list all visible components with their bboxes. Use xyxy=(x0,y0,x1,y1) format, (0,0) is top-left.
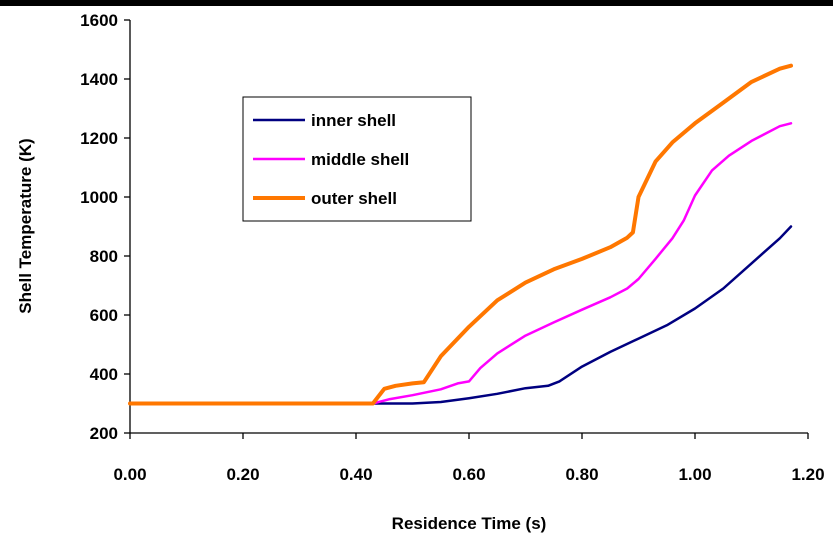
x-tick-label: 1.20 xyxy=(791,465,824,484)
x-tick-label: 0.60 xyxy=(452,465,485,484)
y-tick-label: 1600 xyxy=(80,11,118,30)
series-layer xyxy=(128,63,793,406)
legend-label-inner-shell: inner shell xyxy=(311,111,396,130)
top-border xyxy=(0,0,833,6)
x-axis-title: Residence Time (s) xyxy=(392,514,547,533)
y-tick-label: 600 xyxy=(90,306,118,325)
axis-ticks: 200 400 600 800 1000 1200 1400 1600 0.00 0.20 0.40… xyxy=(80,11,824,484)
y-tick-label: 800 xyxy=(90,247,118,266)
legend: inner shell middle shell outer shell xyxy=(242,96,472,222)
y-tick-label: 1400 xyxy=(80,70,118,89)
x-tick-label: 0.40 xyxy=(339,465,372,484)
x-tick-label: 0.00 xyxy=(113,465,146,484)
legend-label-outer-shell: outer shell xyxy=(311,189,397,208)
series-line-outer-shell xyxy=(128,63,793,406)
x-tick-label: 1.00 xyxy=(678,465,711,484)
x-tick-label: 0.20 xyxy=(226,465,259,484)
y-tick-label: 200 xyxy=(90,424,118,443)
y-tick-label: 400 xyxy=(90,365,118,384)
y-tick-label: 1000 xyxy=(80,188,118,207)
y-axis-title: Shell Temperature (K) xyxy=(16,138,35,313)
x-tick-label: 0.80 xyxy=(565,465,598,484)
legend-label-middle-shell: middle shell xyxy=(311,150,409,169)
y-tick-label: 1200 xyxy=(80,129,118,148)
